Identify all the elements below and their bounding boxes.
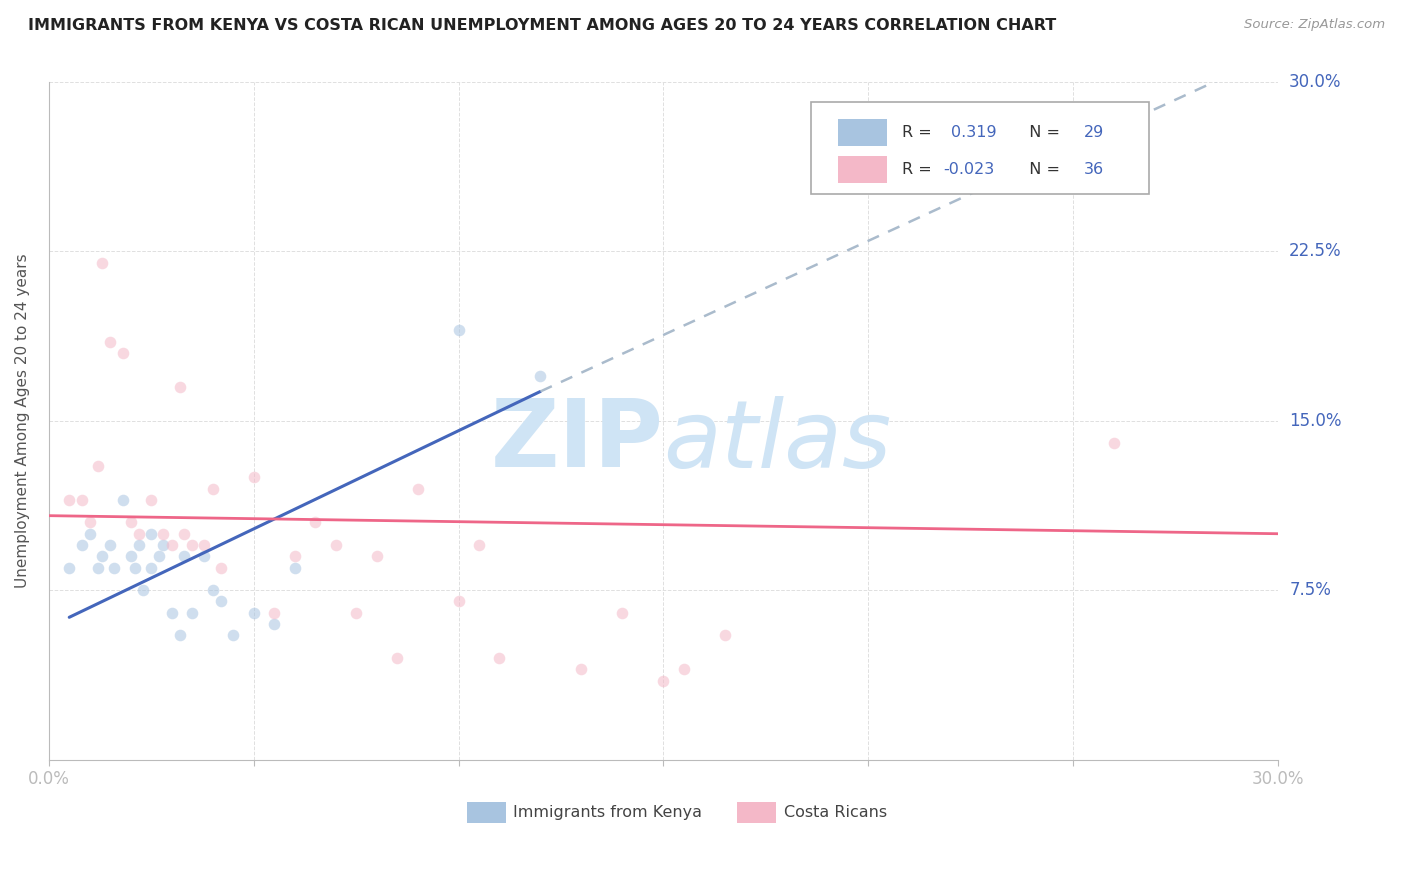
Point xyxy=(70,492,93,507)
Text: ZIP: ZIP xyxy=(491,395,664,487)
Bar xyxy=(737,802,776,822)
Point xyxy=(173,526,195,541)
Point xyxy=(169,628,191,642)
Point xyxy=(152,526,174,541)
Point xyxy=(304,516,326,530)
Y-axis label: Unemployment Among Ages 20 to 24 years: Unemployment Among Ages 20 to 24 years xyxy=(15,253,30,588)
Point xyxy=(98,334,121,349)
Point xyxy=(201,482,224,496)
Point xyxy=(201,583,224,598)
Point xyxy=(120,516,142,530)
Point xyxy=(672,662,695,676)
Point xyxy=(79,526,101,541)
Text: R =: R = xyxy=(901,162,936,178)
Point xyxy=(111,346,134,360)
Point xyxy=(193,538,215,552)
Point xyxy=(447,594,470,608)
Point xyxy=(160,606,183,620)
Point xyxy=(181,538,204,552)
Text: N =: N = xyxy=(1019,162,1064,178)
Point xyxy=(152,538,174,552)
Point xyxy=(714,628,737,642)
Point xyxy=(141,492,163,507)
Text: N =: N = xyxy=(1019,125,1064,140)
Bar xyxy=(838,119,887,146)
Point xyxy=(169,380,191,394)
Text: 7.5%: 7.5% xyxy=(1289,582,1331,599)
Text: R =: R = xyxy=(901,125,942,140)
Point xyxy=(652,673,675,688)
Point xyxy=(263,606,285,620)
Point xyxy=(141,560,163,574)
Text: 36: 36 xyxy=(1084,162,1104,178)
Text: Immigrants from Kenya: Immigrants from Kenya xyxy=(513,805,703,820)
Bar xyxy=(467,802,506,822)
Point xyxy=(325,538,347,552)
Point xyxy=(242,606,264,620)
Point xyxy=(111,492,134,507)
Point xyxy=(193,549,215,564)
Text: -0.023: -0.023 xyxy=(943,162,995,178)
Point xyxy=(173,549,195,564)
Point xyxy=(120,549,142,564)
Text: Source: ZipAtlas.com: Source: ZipAtlas.com xyxy=(1244,18,1385,31)
Point xyxy=(141,526,163,541)
Point xyxy=(529,368,551,383)
Text: 29: 29 xyxy=(1084,125,1104,140)
Point xyxy=(222,628,245,642)
Point xyxy=(242,470,264,484)
Text: Costa Ricans: Costa Ricans xyxy=(785,805,887,820)
Point xyxy=(366,549,388,564)
Point xyxy=(79,516,101,530)
Text: 22.5%: 22.5% xyxy=(1289,243,1341,260)
Point xyxy=(58,492,80,507)
Point xyxy=(87,458,110,473)
Point xyxy=(91,549,114,564)
Point xyxy=(148,549,170,564)
Point xyxy=(344,606,367,620)
Point xyxy=(468,538,491,552)
Point xyxy=(488,651,510,665)
Point xyxy=(385,651,408,665)
Point xyxy=(124,560,146,574)
FancyBboxPatch shape xyxy=(811,103,1149,194)
Point xyxy=(87,560,110,574)
Point xyxy=(406,482,429,496)
Point xyxy=(103,560,125,574)
Point xyxy=(91,255,114,269)
Point xyxy=(98,538,121,552)
Text: 0.319: 0.319 xyxy=(950,125,997,140)
Point xyxy=(209,560,232,574)
Point xyxy=(284,560,307,574)
Point xyxy=(209,594,232,608)
Point xyxy=(1102,436,1125,450)
Point xyxy=(181,606,204,620)
Point xyxy=(128,538,150,552)
Point xyxy=(58,560,80,574)
Text: atlas: atlas xyxy=(664,396,891,487)
Point xyxy=(132,583,155,598)
Text: IMMIGRANTS FROM KENYA VS COSTA RICAN UNEMPLOYMENT AMONG AGES 20 TO 24 YEARS CORR: IMMIGRANTS FROM KENYA VS COSTA RICAN UNE… xyxy=(28,18,1056,33)
Point xyxy=(284,549,307,564)
Point xyxy=(612,606,634,620)
Text: 30.0%: 30.0% xyxy=(1289,73,1341,91)
Point xyxy=(160,538,183,552)
Point xyxy=(447,323,470,337)
Point xyxy=(70,538,93,552)
Point xyxy=(263,617,285,632)
Point xyxy=(128,526,150,541)
Point xyxy=(571,662,593,676)
Bar xyxy=(838,156,887,184)
Text: 15.0%: 15.0% xyxy=(1289,412,1341,430)
